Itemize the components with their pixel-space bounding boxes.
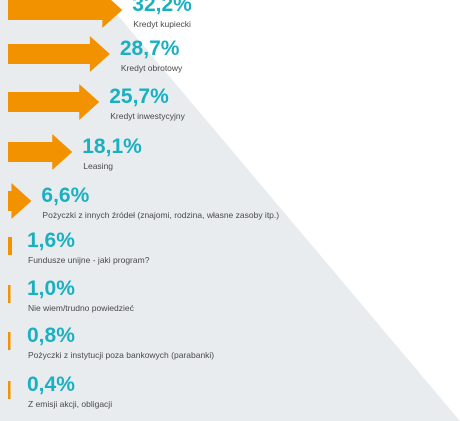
category-label: Z emisji akcji, obligacji (28, 399, 112, 409)
category-label: Pożyczki z instytucji poza bankowych (pa… (28, 350, 214, 360)
bar-marker (8, 237, 12, 255)
value-label: 25,7% (109, 85, 169, 108)
value-label: 6,6% (41, 184, 89, 207)
value-label: 1,0% (27, 277, 75, 300)
category-label: Kredyt inwestycyjny (110, 111, 185, 121)
value-label: 0,4% (27, 373, 75, 396)
bar-marker (8, 285, 11, 303)
bar-marker (8, 332, 11, 350)
bar-arrow (8, 183, 32, 219)
bar-arrow (8, 84, 100, 120)
value-label: 1,6% (27, 229, 75, 252)
bar-arrow (8, 36, 110, 72)
chart-rows: 32,2% Kredyt kupiecki 28,7% Kredyt obrotowy… (8, 0, 279, 409)
bar-arrow (8, 0, 123, 28)
category-label: Leasing (83, 161, 113, 171)
value-label: 18,1% (82, 135, 142, 158)
value-label: 28,7% (120, 37, 180, 60)
bar-arrow (8, 134, 73, 170)
category-label: Nie wiem/trudno powiedzieć (28, 303, 135, 313)
value-label: 32,2% (132, 0, 192, 16)
category-label: Fundusze unijne - jaki program? (28, 255, 150, 265)
category-label: Kredyt obrotowy (121, 63, 183, 73)
background-triangle-panel (105, 0, 460, 421)
category-label: Kredyt kupiecki (133, 19, 191, 29)
category-label: Pożyczki z innych źródeł (znajomi, rodzi… (42, 210, 279, 220)
value-label: 0,8% (27, 324, 75, 347)
bar-marker (8, 381, 11, 399)
